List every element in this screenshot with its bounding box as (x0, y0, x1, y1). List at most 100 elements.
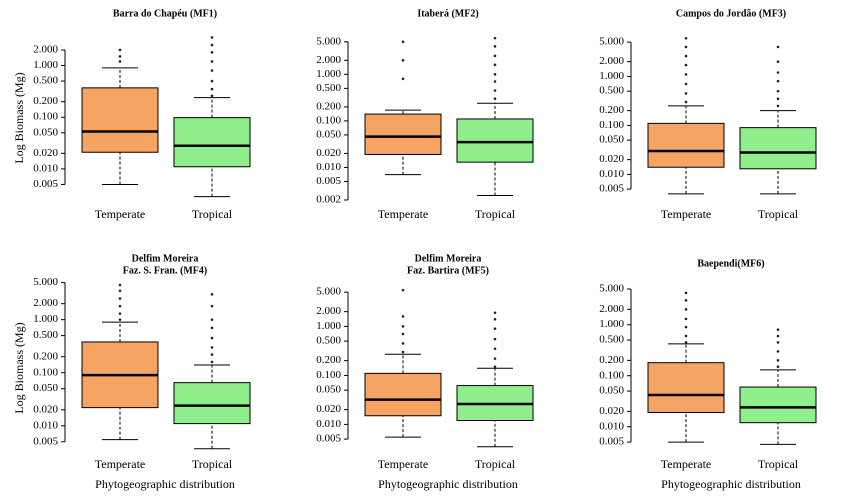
outlier (210, 318, 214, 321)
y-tick-label: 0.010 (33, 162, 58, 174)
outlier (210, 94, 214, 98)
y-tick-label: 0.050 (33, 126, 58, 138)
box (739, 127, 817, 170)
y-tick-label: 0.005 (599, 183, 624, 195)
box (364, 113, 442, 155)
y-tick-label: 0.200 (316, 100, 341, 112)
outlier (210, 326, 214, 330)
outlier (401, 325, 405, 328)
y-tick-label: 2.000 (316, 305, 341, 317)
outlier (118, 312, 122, 315)
outlier (684, 92, 688, 95)
chart-title: Faz. Bartira (MF5) (407, 265, 489, 276)
chart-title: Delfim Moreira (415, 253, 482, 264)
y-tick-label: 2.000 (316, 54, 341, 66)
outlier (776, 89, 780, 93)
y-tick-label: 1.000 (33, 313, 58, 325)
outlier (684, 317, 688, 321)
y-tick-label: 0.020 (316, 403, 341, 415)
y-axis-label: Log Biomass (Mg) (12, 72, 26, 163)
outlier (493, 54, 497, 58)
outlier (401, 59, 405, 62)
outlier (493, 45, 497, 48)
box (647, 362, 725, 414)
outlier (684, 291, 688, 295)
y-tick-label: 5.000 (316, 286, 341, 298)
outlier (493, 80, 497, 83)
outlier (493, 317, 497, 321)
outlier (776, 71, 780, 74)
y-tick-label: 5.000 (599, 283, 624, 295)
x-axis-label: Phytogeographic distribution (378, 477, 518, 491)
outlier (493, 337, 497, 341)
outlier (118, 283, 122, 287)
x-tick-label: Tropical (475, 207, 516, 221)
y-tick-label: 1.000 (33, 59, 58, 71)
y-tick-label: 0.100 (33, 111, 58, 123)
y-tick-label: 0.200 (33, 350, 58, 362)
outlier (493, 357, 497, 360)
box (81, 87, 159, 153)
outlier (776, 79, 780, 83)
box (173, 382, 251, 425)
y-tick-label: 0.020 (599, 153, 624, 165)
y-tick-label: 5.000 (316, 35, 341, 47)
y-tick-label: 0.500 (599, 85, 624, 97)
outlier (493, 63, 497, 67)
outlier (684, 54, 688, 58)
x-tick-label: Tropical (192, 207, 233, 221)
outlier (493, 73, 497, 76)
outlier (684, 73, 688, 76)
x-tick-label: Temperate (661, 207, 711, 221)
outlier (210, 360, 214, 364)
outlier (684, 334, 688, 338)
y-tick-label: 5.000 (599, 36, 624, 48)
chart-title: Campos do Jordão (MF3) (676, 8, 786, 19)
y-tick-label: 0.500 (316, 82, 341, 94)
outlier (210, 336, 214, 340)
y-tick-label: 0.100 (316, 114, 341, 126)
outlier (118, 55, 122, 58)
outlier (210, 293, 214, 296)
outlier (118, 318, 122, 321)
box (456, 118, 534, 163)
outlier (776, 365, 780, 369)
outlier (776, 328, 780, 331)
outlier (776, 45, 780, 49)
outlier (401, 288, 405, 292)
y-tick-label: 2.000 (33, 44, 58, 56)
y-tick-label: 0.020 (33, 147, 58, 159)
x-tick-label: Temperate (378, 457, 428, 471)
y-tick-label: 0.100 (316, 369, 341, 381)
y-tick-label: 0.100 (33, 366, 58, 378)
outlier (210, 304, 214, 308)
y-tick-label: 0.500 (33, 75, 58, 87)
x-tick-label: Temperate (95, 457, 145, 471)
y-tick-label: 0.500 (599, 334, 624, 346)
outlier (493, 365, 497, 369)
y-tick-label: 0.100 (599, 119, 624, 131)
y-axis-label: Log Biomass (Mg) (12, 322, 26, 413)
outlier (118, 60, 122, 63)
chart-title: Baependi(MF6) (697, 258, 764, 269)
outlier (493, 327, 497, 330)
outlier (210, 79, 214, 83)
outlier (776, 60, 780, 63)
y-tick-label: 0.500 (33, 329, 58, 341)
y-tick-label: 0.200 (316, 354, 341, 366)
y-tick-label: 1.000 (599, 70, 624, 82)
outlier (493, 347, 497, 351)
y-tick-label: 0.005 (33, 435, 58, 447)
outlier (210, 353, 214, 356)
y-tick-label: 1.000 (316, 320, 341, 332)
y-tick-label: 0.010 (316, 161, 341, 173)
box (173, 117, 251, 168)
x-tick-label: Tropical (758, 457, 799, 471)
outlier (210, 51, 214, 54)
y-tick-label: 2.000 (599, 55, 624, 67)
outlier (684, 308, 688, 311)
y-tick-label: 2.000 (599, 303, 624, 315)
y-tick-label: 0.500 (316, 335, 341, 347)
box (739, 386, 817, 424)
